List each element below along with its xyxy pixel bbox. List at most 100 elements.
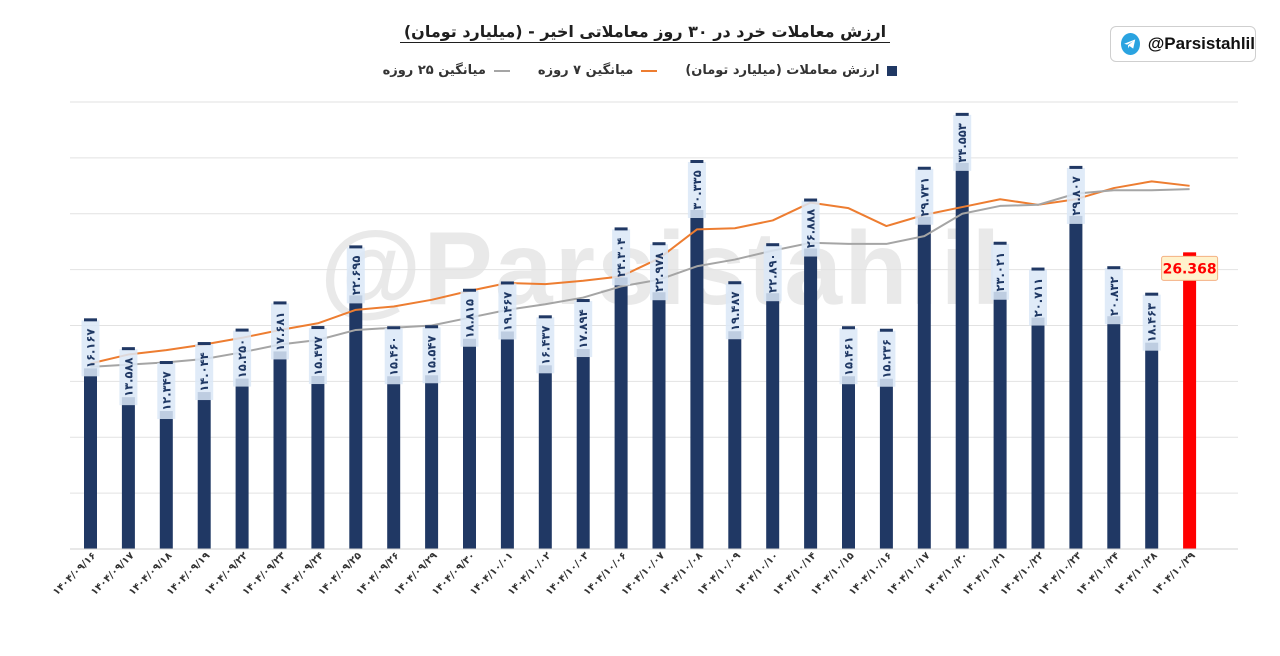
bar xyxy=(614,277,628,549)
bar-top-cap xyxy=(84,318,97,322)
data-label: ۱۸.۸۱۵ xyxy=(463,299,477,338)
bar-top-cap xyxy=(311,326,325,330)
data-label: ۱۵.۴۶۱ xyxy=(842,336,856,375)
data-label: ۱۶.۴۳۷ xyxy=(538,326,552,365)
data-label: ۲۶.۸۸۸ xyxy=(804,209,818,248)
bar xyxy=(804,248,818,549)
bar xyxy=(652,292,666,549)
data-label: ۲۲.۹۷۸ xyxy=(652,252,666,291)
bar xyxy=(842,376,855,549)
data-label-box xyxy=(119,349,138,406)
legend-label-ma7: میانگین ۷ روزه xyxy=(537,63,634,78)
data-label: ۱۵.۴۶۰ xyxy=(387,337,401,376)
data-label: ۱۹.۴۸۷ xyxy=(728,291,742,330)
data-label: ۱۳.۵۸۸ xyxy=(121,357,135,396)
data-label-box xyxy=(877,330,896,387)
series-line-ma25 xyxy=(90,188,1190,368)
data-label-box xyxy=(725,283,744,340)
bar-top-cap xyxy=(1031,267,1045,271)
bar-top-cap xyxy=(538,315,552,319)
data-label-box xyxy=(308,328,327,385)
bar xyxy=(690,210,704,549)
chart-title: ارزش معاملات خرد در ۳۰ روز معاملاتی اخیر… xyxy=(0,22,1280,43)
data-label: ۲۲.۶۹۵ xyxy=(349,256,363,295)
data-label-box xyxy=(81,320,100,377)
legend-label-bars: ارزش معاملات (میلیارد تومان) xyxy=(685,63,880,78)
data-label-box xyxy=(384,328,403,385)
telegram-icon xyxy=(1121,33,1140,55)
data-label-box xyxy=(574,301,593,358)
data-label-box xyxy=(915,168,934,225)
telegram-handle-text: @Parsistahlil xyxy=(1147,34,1255,53)
bar-top-cap xyxy=(1069,165,1083,169)
bar xyxy=(955,162,969,549)
bar xyxy=(538,365,552,549)
series-line-ma7 xyxy=(90,180,1190,365)
bar xyxy=(1031,317,1045,549)
bar xyxy=(387,376,401,549)
data-label: ۱۷.۶۸۱ xyxy=(273,312,287,351)
data-label-box xyxy=(195,344,214,401)
bar-top-cap xyxy=(614,227,628,231)
data-label: ۳۰.۳۳۵ xyxy=(690,170,704,209)
bar xyxy=(500,331,514,549)
data-label: ۱۵.۵۴۷ xyxy=(425,336,439,375)
bar-top-cap xyxy=(728,281,742,285)
data-label-box-highlight xyxy=(1161,255,1219,281)
bar xyxy=(1183,254,1197,550)
legend-item-ma25: میانگین ۲۵ روزه xyxy=(383,63,510,78)
data-label-box xyxy=(991,243,1010,300)
bar-top-cap xyxy=(349,245,363,249)
bar-top-cap xyxy=(804,198,818,202)
data-label: ۱۲.۳۴۷ xyxy=(159,371,173,410)
bar xyxy=(463,338,476,549)
bar-top-cap xyxy=(425,325,439,329)
data-label-box xyxy=(1104,268,1123,325)
data-label: ۲۹.۷۳۱ xyxy=(917,177,931,216)
data-label-box xyxy=(346,247,365,304)
data-label-box xyxy=(687,162,706,219)
legend-swatch-ma25 xyxy=(493,69,510,72)
bar-top-cap xyxy=(463,288,476,292)
data-label-box xyxy=(612,229,631,286)
data-label-box xyxy=(1029,269,1047,326)
data-label-box xyxy=(839,328,858,385)
telegram-handle-badge[interactable]: @Parsistahlil xyxy=(1110,26,1256,62)
legend-swatch-ma7 xyxy=(641,69,658,72)
bar-top-cap xyxy=(273,301,287,305)
data-label: ۲۴.۳۰۴ xyxy=(614,238,628,277)
bar-top-cap xyxy=(766,243,780,247)
legend-label-ma25: میانگین ۲۵ روزه xyxy=(382,63,486,78)
legend-swatch-bars xyxy=(887,65,898,76)
bar-top-cap xyxy=(652,242,666,246)
bar-top-cap xyxy=(879,328,893,332)
data-label-box xyxy=(801,200,820,257)
bar-top-cap xyxy=(235,328,249,332)
bar xyxy=(84,368,97,549)
bar xyxy=(728,331,742,549)
data-label: ۱۴.۰۴۴ xyxy=(197,352,211,391)
bar xyxy=(917,216,931,549)
bar xyxy=(311,376,325,549)
bar-top-cap xyxy=(842,326,855,330)
bar-top-cap xyxy=(917,166,931,170)
bar-top-cap xyxy=(690,160,704,164)
legend: ارزش معاملات (میلیارد تومان) میانگین ۷ ر… xyxy=(0,63,1280,78)
bar-top-cap xyxy=(197,342,211,346)
bar xyxy=(766,293,780,549)
data-label: ۱۵.۴۷۷ xyxy=(311,336,325,375)
bar-top-cap xyxy=(159,361,173,365)
data-label: ۲۹.۸۰۷ xyxy=(1069,176,1083,215)
bar-top-cap xyxy=(387,326,401,330)
bar xyxy=(197,392,211,549)
data-label-box xyxy=(536,317,555,374)
data-label: ۲۰.۷۱۱ xyxy=(1031,278,1045,317)
bar-top-cap-highlight xyxy=(1183,252,1197,256)
data-label-box xyxy=(460,290,479,347)
bar xyxy=(425,375,439,549)
data-label-box xyxy=(953,114,972,171)
bar xyxy=(993,291,1007,549)
bar xyxy=(349,295,363,549)
bar xyxy=(576,349,590,549)
